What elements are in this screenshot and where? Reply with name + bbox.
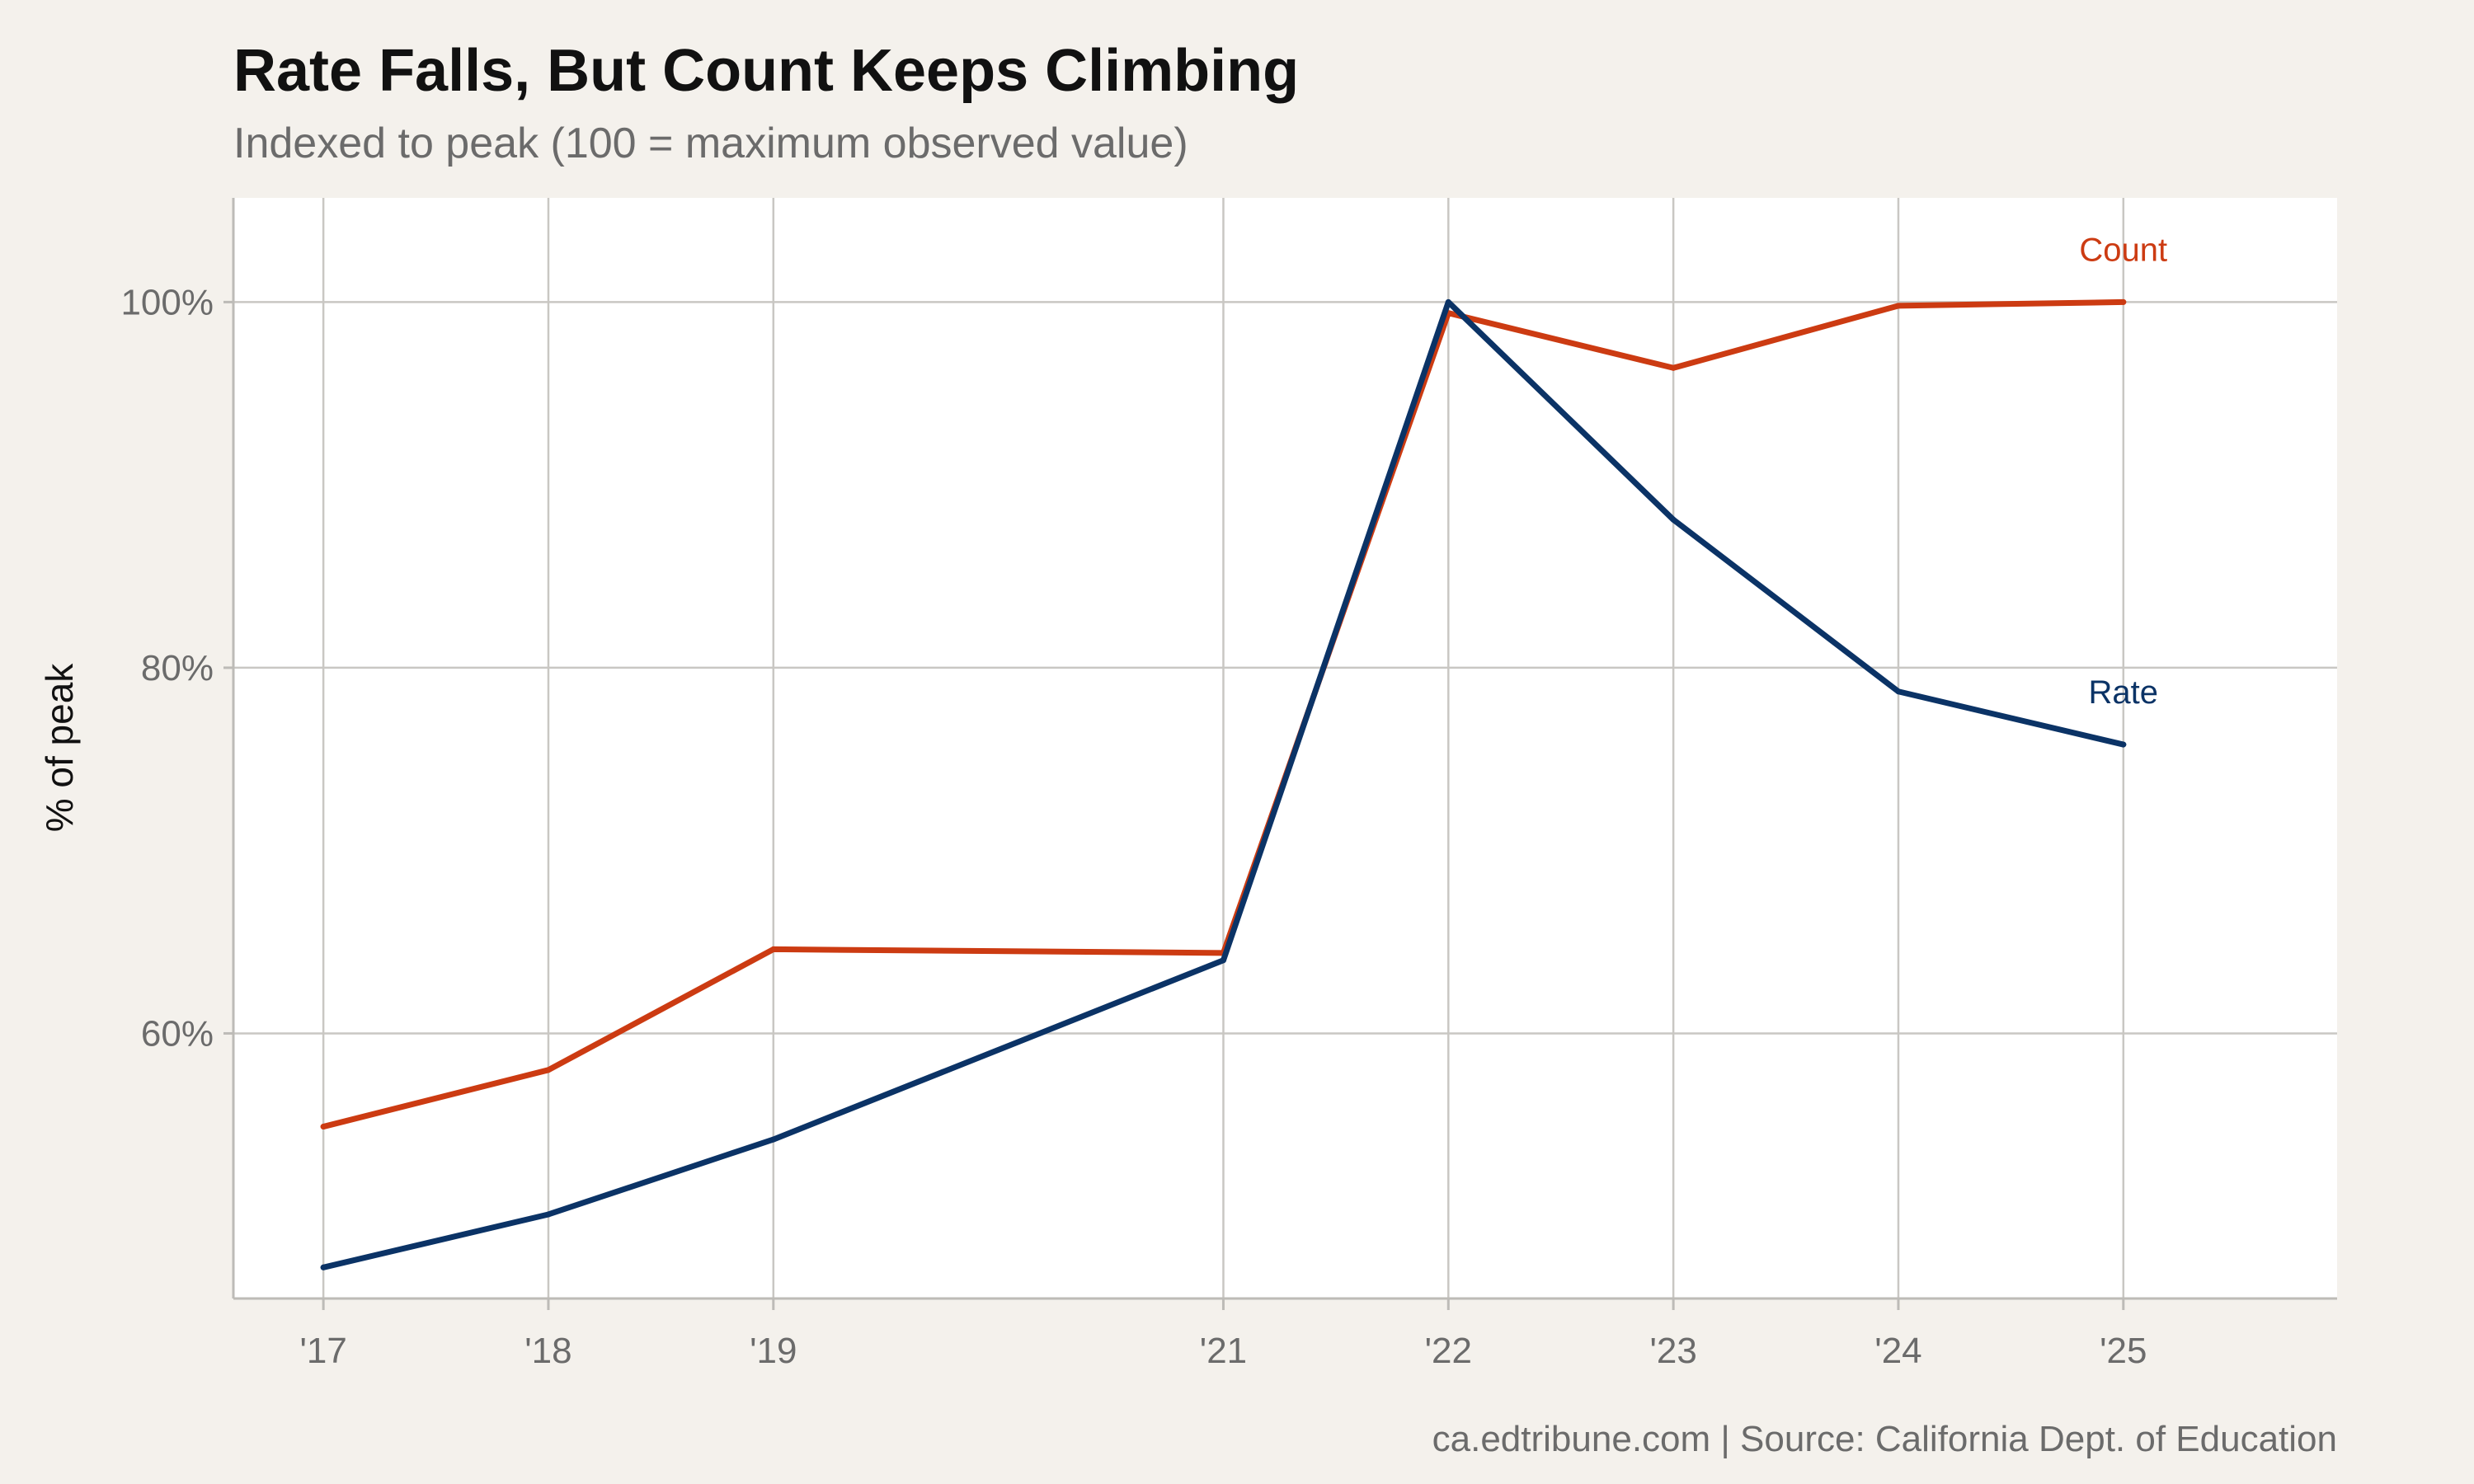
x-tick-label: '17 bbox=[299, 1331, 346, 1371]
chart-subtitle: Indexed to peak (100 = maximum observed … bbox=[233, 120, 1188, 167]
data-point-count bbox=[770, 946, 777, 952]
x-tick-label: '25 bbox=[2100, 1331, 2147, 1371]
source-caption: ca.edtribune.com | Source: California De… bbox=[1432, 1419, 2337, 1459]
series-label-rate: Rate bbox=[2089, 674, 2159, 711]
y-tick-label: 80% bbox=[141, 648, 214, 688]
data-point-rate bbox=[1220, 957, 1226, 964]
y-axis-title: % of peak bbox=[38, 663, 81, 833]
x-tick-label: '18 bbox=[524, 1331, 571, 1371]
data-point-rate bbox=[2120, 741, 2127, 748]
series-lines bbox=[320, 298, 2127, 1270]
data-point-count bbox=[1895, 303, 1902, 309]
y-axis-ticks: 60% 80% 100% bbox=[120, 282, 233, 1054]
data-point-rate bbox=[320, 1264, 327, 1270]
data-point-count bbox=[545, 1067, 552, 1073]
x-tick-label: '19 bbox=[750, 1331, 797, 1371]
plot-area bbox=[233, 198, 2337, 1298]
series-line-rate bbox=[320, 298, 2127, 1270]
data-point-rate bbox=[1445, 298, 1451, 305]
x-tick-label: '22 bbox=[1425, 1331, 1472, 1371]
y-tick-label: 60% bbox=[141, 1013, 214, 1054]
y-tick-label: 100% bbox=[120, 282, 214, 322]
data-point-count bbox=[1670, 364, 1677, 371]
data-point-count bbox=[2120, 298, 2127, 305]
chart-title: Rate Falls, But Count Keeps Climbing bbox=[233, 38, 1299, 104]
x-tick-label: '24 bbox=[1874, 1331, 1921, 1371]
x-tick-label: '23 bbox=[1649, 1331, 1696, 1371]
data-point-rate bbox=[770, 1136, 777, 1143]
data-point-count bbox=[320, 1124, 327, 1130]
x-tick-label: '21 bbox=[1200, 1331, 1247, 1371]
x-gridlines bbox=[322, 198, 2125, 1298]
series-label-count: Count bbox=[2079, 232, 2167, 268]
x-axis-ticks: '17 '18 '19 '21 '22 '23 '24 '25 bbox=[299, 1298, 2147, 1371]
data-point-rate bbox=[545, 1211, 552, 1218]
data-point-rate bbox=[1895, 688, 1902, 695]
data-point-rate bbox=[1670, 516, 1677, 523]
series-labels: Count Rate bbox=[2079, 232, 2167, 711]
